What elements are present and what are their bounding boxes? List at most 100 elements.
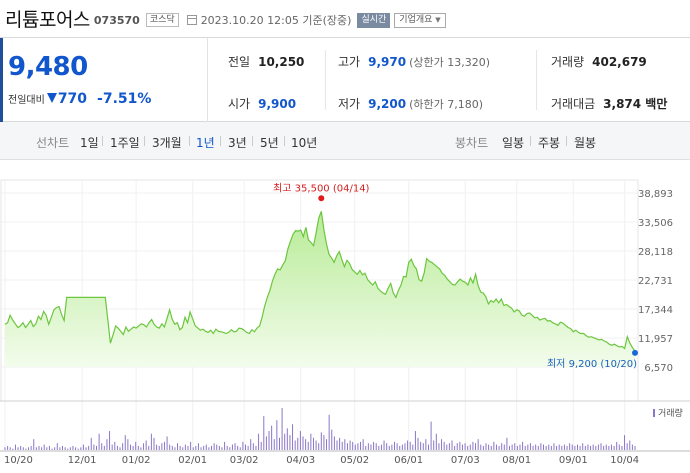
tab-5y[interactable]: 5년 <box>260 136 279 150</box>
volume-bar <box>404 443 406 450</box>
volume-bar <box>626 443 628 450</box>
volume-bar <box>634 445 636 450</box>
volume-bar <box>205 444 207 450</box>
volume-bar <box>430 421 432 450</box>
volume-bar <box>95 445 97 450</box>
volume-bar <box>169 444 171 450</box>
volume-bar <box>129 444 131 450</box>
volume-bar <box>488 444 490 450</box>
volume-bar <box>336 440 338 450</box>
volume-bar <box>297 437 299 450</box>
tab-10y[interactable]: 10년 <box>291 136 318 150</box>
high-value: 9,970 <box>368 55 407 69</box>
x-tick-label: 09/01 <box>559 455 588 466</box>
y-tick-label: 22,731 <box>638 276 673 287</box>
volume-bar <box>624 435 626 450</box>
company-info-button[interactable]: 기업개요 ▼ <box>394 12 446 28</box>
volume-bar <box>556 445 558 450</box>
tab-daily-candle[interactable]: 일봉 <box>502 136 525 150</box>
volume-bar <box>30 445 32 450</box>
line-chart-label: 선차트 <box>36 136 70 150</box>
tab-separator <box>144 136 145 146</box>
tab-3m[interactable]: 3개월 <box>152 136 182 150</box>
price-chart[interactable]: 6,570 11,957 17,344 22,731 28,118 33,506 38,89… <box>0 160 690 473</box>
volume-bar <box>263 416 265 450</box>
volume-bar <box>98 433 100 450</box>
volume-bar <box>158 445 160 450</box>
volume-bar <box>561 445 563 450</box>
volume-bar <box>380 444 382 450</box>
volume-bar <box>527 444 529 450</box>
volume-bar <box>485 443 487 450</box>
volume-bar <box>501 443 503 450</box>
volume-bar <box>20 445 22 450</box>
volume-bar <box>247 445 249 450</box>
volume-bar <box>582 443 584 450</box>
tab-weekly-candle[interactable]: 주봉 <box>538 136 561 150</box>
tab-3y[interactable]: 3년 <box>228 136 247 150</box>
volume-bar <box>286 428 288 450</box>
volume-bar <box>425 439 427 450</box>
company-info-label: 기업개요 <box>399 14 433 25</box>
volume-bar <box>597 444 599 450</box>
volume-bar <box>177 443 179 450</box>
volume-bar <box>237 445 239 450</box>
volume-bar <box>119 447 121 450</box>
volume-bar <box>161 443 163 450</box>
tab-monthly-candle[interactable]: 월봉 <box>574 136 597 150</box>
volume-bar <box>401 444 403 450</box>
volume-bar <box>244 444 246 450</box>
volume-bar <box>543 444 545 450</box>
volume-bar <box>595 445 597 450</box>
volume-bar <box>221 447 223 450</box>
volume-bar <box>302 436 304 450</box>
volume-bar <box>35 447 37 450</box>
volume-bar <box>532 445 534 450</box>
volume-bar <box>537 445 539 450</box>
volume-bar <box>365 445 367 450</box>
volume-bar <box>281 408 283 450</box>
high-annotation: 최고 35,500 (04/14) <box>273 182 369 194</box>
volume-bar <box>341 441 343 450</box>
volume-bar <box>391 444 393 450</box>
volume-bar <box>516 445 518 450</box>
tab-1w[interactable]: 1주일 <box>110 136 140 150</box>
x-tick-label: 02/01 <box>178 455 207 466</box>
volume-bar <box>182 447 184 450</box>
volume-bar <box>326 439 328 450</box>
y-tick-label: 33,506 <box>638 218 673 229</box>
low-price: 저가 9,200 (하한가 7,180) <box>338 95 483 112</box>
volume-bar <box>629 440 631 450</box>
volume-bar <box>77 448 79 450</box>
volume-bar <box>519 444 521 450</box>
volume-bar <box>289 435 291 450</box>
volume-bar <box>213 443 215 450</box>
volume-bar <box>197 443 199 450</box>
x-tick-label: 10/20 <box>4 455 33 466</box>
volume-bar <box>292 424 294 450</box>
volume-label: 거래량 <box>551 55 585 69</box>
volume-bar <box>569 443 571 450</box>
calendar-icon <box>186 15 197 25</box>
volume-bar <box>498 445 500 450</box>
volume-bar <box>427 444 429 450</box>
candle-chart-label: 봉차트 <box>455 136 489 150</box>
x-tick-label: 04/03 <box>286 455 315 466</box>
tab-1d[interactable]: 1일 <box>80 136 99 150</box>
volume-bar <box>106 439 108 450</box>
upper-limit: (상한가 13,320) <box>409 56 490 69</box>
tab-1y[interactable]: 1년 <box>196 136 215 150</box>
volume-bar <box>101 443 103 450</box>
volume-bar <box>477 439 479 450</box>
volume-bar <box>9 447 11 450</box>
volume-bar <box>150 433 152 450</box>
volume-bar <box>208 447 210 450</box>
volume-bar <box>472 441 474 450</box>
volume-bar <box>75 447 77 450</box>
volume-bar <box>312 437 314 450</box>
volume-bar <box>54 447 56 450</box>
tab-separator <box>189 136 190 146</box>
volume-bar <box>315 440 317 450</box>
volume-bar <box>587 444 589 450</box>
